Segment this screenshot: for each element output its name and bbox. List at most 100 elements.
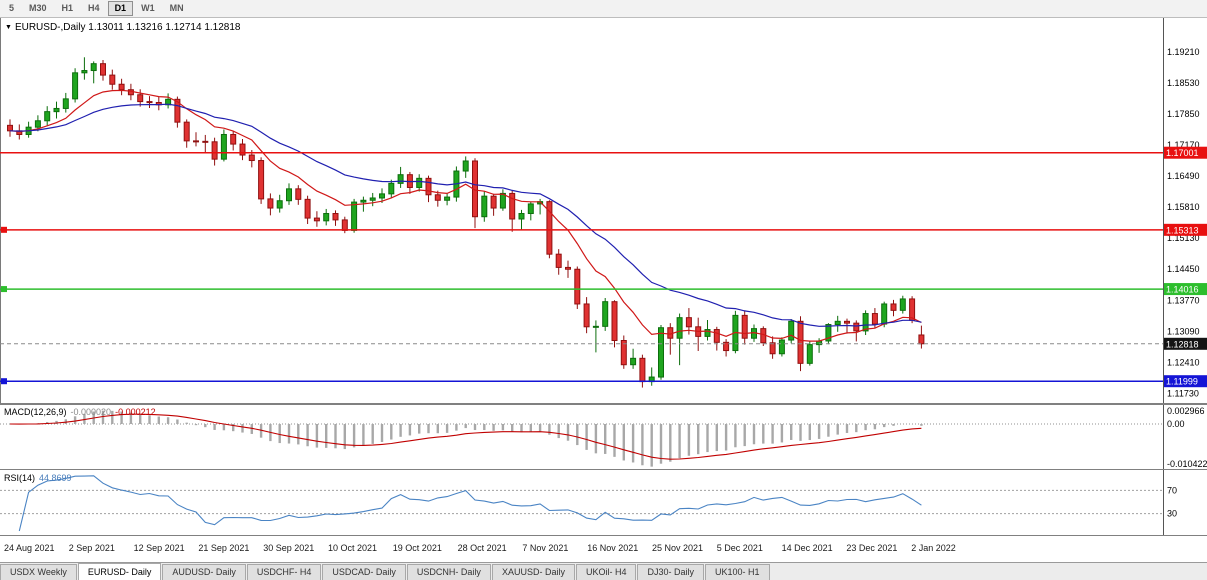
macd-value-main: -0.000020	[70, 407, 112, 417]
candle-body-up	[62, 98, 69, 109]
chart-title-symbol: EURUSD-,Daily	[14, 22, 86, 33]
candle-body-down	[555, 253, 562, 268]
candle-body-up	[220, 133, 227, 160]
candle-body-down	[918, 334, 925, 345]
chart-tab-audusd-daily[interactable]: AUDUSD- Daily	[162, 564, 246, 580]
chart-tab-dj30-daily[interactable]: DJ30- Daily	[637, 564, 704, 580]
chart-tab-eurusd-daily[interactable]: EURUSD- Daily	[77, 563, 162, 580]
candle-body-up	[499, 192, 506, 209]
candle-body-down	[100, 63, 106, 76]
price-tag-level[interactable]: 1.11999	[1164, 375, 1207, 388]
price-tag-level[interactable]: 1.14016	[1164, 283, 1207, 296]
candle-body-up	[397, 174, 404, 184]
rsi-value: 44.8699	[39, 473, 72, 483]
candle-body-down	[723, 341, 730, 352]
time-axis-label: 10 Oct 2021	[328, 543, 377, 553]
candle-body-down	[871, 313, 878, 325]
time-axis-label: 24 Aug 2021	[4, 543, 55, 553]
candle-body-up	[379, 193, 385, 199]
candle-body-down	[844, 320, 850, 324]
price-axis-label: 1.17170	[1167, 140, 1200, 150]
candle-body-up	[53, 107, 60, 113]
candle-body-down	[565, 266, 571, 270]
line-handle[interactable]	[1, 286, 7, 293]
candle-body-down	[425, 177, 432, 196]
timeframe-button-m30[interactable]: M30	[29, 3, 47, 13]
candle-body-down	[890, 303, 897, 311]
candle-body-up	[676, 317, 683, 339]
chart-tab-usdcad-daily[interactable]: USDCAD- Daily	[322, 564, 406, 580]
candle-body-down	[546, 201, 553, 255]
chart-menu-triangle-icon[interactable]: ▼	[5, 24, 12, 31]
chart-tab-xauusd-daily[interactable]: XAUUSD- Daily	[491, 564, 575, 580]
candle-body-down	[574, 268, 581, 305]
candle-body-up	[444, 196, 451, 201]
candle-body-up	[630, 357, 637, 366]
candle-body-up	[592, 325, 599, 328]
time-axis-label: 2 Sep 2021	[69, 543, 115, 553]
time-axis-label: 21 Sep 2021	[198, 543, 249, 553]
candle-body-down	[174, 98, 181, 123]
chart-title-ohlc: 1.13011 1.13216 1.12714 1.12818	[88, 22, 241, 33]
candle-body-down	[137, 94, 144, 103]
macd-background	[0, 404, 1207, 470]
candle-body-down	[304, 198, 311, 219]
line-handle[interactable]	[1, 226, 7, 233]
timeframe-button-d1[interactable]: D1	[107, 1, 134, 16]
candle-body-down	[509, 192, 516, 220]
price-tag-level[interactable]: 1.15313	[1164, 223, 1207, 236]
macd-panel-canvas[interactable]: 0.002966 0.00 -0.010422	[0, 404, 1207, 470]
candle-body-down	[267, 198, 274, 209]
chart-tab-usdchf-h4[interactable]: USDCHF- H4	[246, 564, 322, 580]
candle-body-down	[434, 194, 441, 201]
chart-tab-uk100-h1[interactable]: UK100- H1	[704, 564, 770, 580]
candle-body-up	[323, 213, 330, 222]
time-axis-label: 7 Nov 2021	[522, 543, 568, 553]
rsi-axis-label: 30	[1167, 509, 1177, 519]
candle-body-down	[211, 141, 218, 160]
macd-axis-label-zero: 0.00	[1167, 419, 1185, 429]
timeframe-button-mn[interactable]: MN	[169, 3, 184, 13]
rsi-panel-canvas[interactable]: 70 30	[0, 470, 1207, 536]
candle-body-down	[109, 74, 116, 85]
time-axis-label: 30 Sep 2021	[263, 543, 314, 553]
candle-body-up	[34, 120, 41, 128]
chart-tab-usdx-weekly[interactable]: USDX Weekly	[0, 564, 77, 580]
chart-tab-usdcnh-daily[interactable]: USDCNH- Daily	[406, 564, 491, 580]
price-axis-label: 1.16490	[1167, 171, 1200, 181]
timeframe-button-5[interactable]: 5	[9, 3, 15, 13]
candle-body-down	[853, 322, 860, 332]
price-axis-label: 1.14450	[1167, 264, 1200, 274]
macd-value-signal: -0.000212	[115, 407, 156, 417]
candle-body-up	[881, 303, 888, 325]
price-axis-label: 1.17850	[1167, 109, 1200, 119]
current-price-tag: 1.12818	[1164, 337, 1207, 350]
time-axis-label: 2 Jan 2022	[911, 543, 956, 553]
price-tag-text: 1.11999	[1166, 377, 1198, 387]
time-axis[interactable]: 24 Aug 2021 2 Sep 2021 12 Sep 2021 21 Sep 2…	[0, 536, 1207, 562]
rsi-line	[18, 475, 922, 532]
price-axis-label: 1.19210	[1167, 47, 1200, 57]
candle-body-down	[797, 320, 804, 364]
macd-name: MACD(12,26,9)	[4, 407, 67, 417]
candle-body-down	[193, 140, 199, 143]
price-tag-level[interactable]: 1.17001	[1164, 146, 1207, 159]
candle-body-up	[81, 70, 88, 74]
price-tag-text: 1.17001	[1166, 148, 1199, 158]
candle-body-down	[202, 140, 209, 143]
time-axis-label: 28 Oct 2021	[458, 543, 507, 553]
chart-tab-ukoil-h4[interactable]: UKOil- H4	[575, 564, 637, 580]
candle-body-up	[658, 327, 664, 378]
time-axis-label: 5 Dec 2021	[717, 543, 763, 553]
candle-body-up	[72, 72, 79, 100]
time-axis-label: 14 Dec 2021	[782, 543, 833, 553]
line-handle[interactable]	[1, 378, 7, 385]
timeframe-button-h1[interactable]: H1	[61, 3, 74, 13]
candle-body-up	[90, 63, 97, 72]
candle-body-up	[527, 203, 534, 215]
timeframe-button-h4[interactable]: H4	[88, 3, 100, 13]
candle-body-down	[611, 301, 618, 342]
macd-signal-line	[9, 413, 922, 460]
timeframe-button-w1[interactable]: W1	[141, 3, 155, 13]
price-chart-canvas[interactable]: 1.19210 1.18530 1.17850 1.17170 1.16490 1.158…	[0, 18, 1207, 404]
